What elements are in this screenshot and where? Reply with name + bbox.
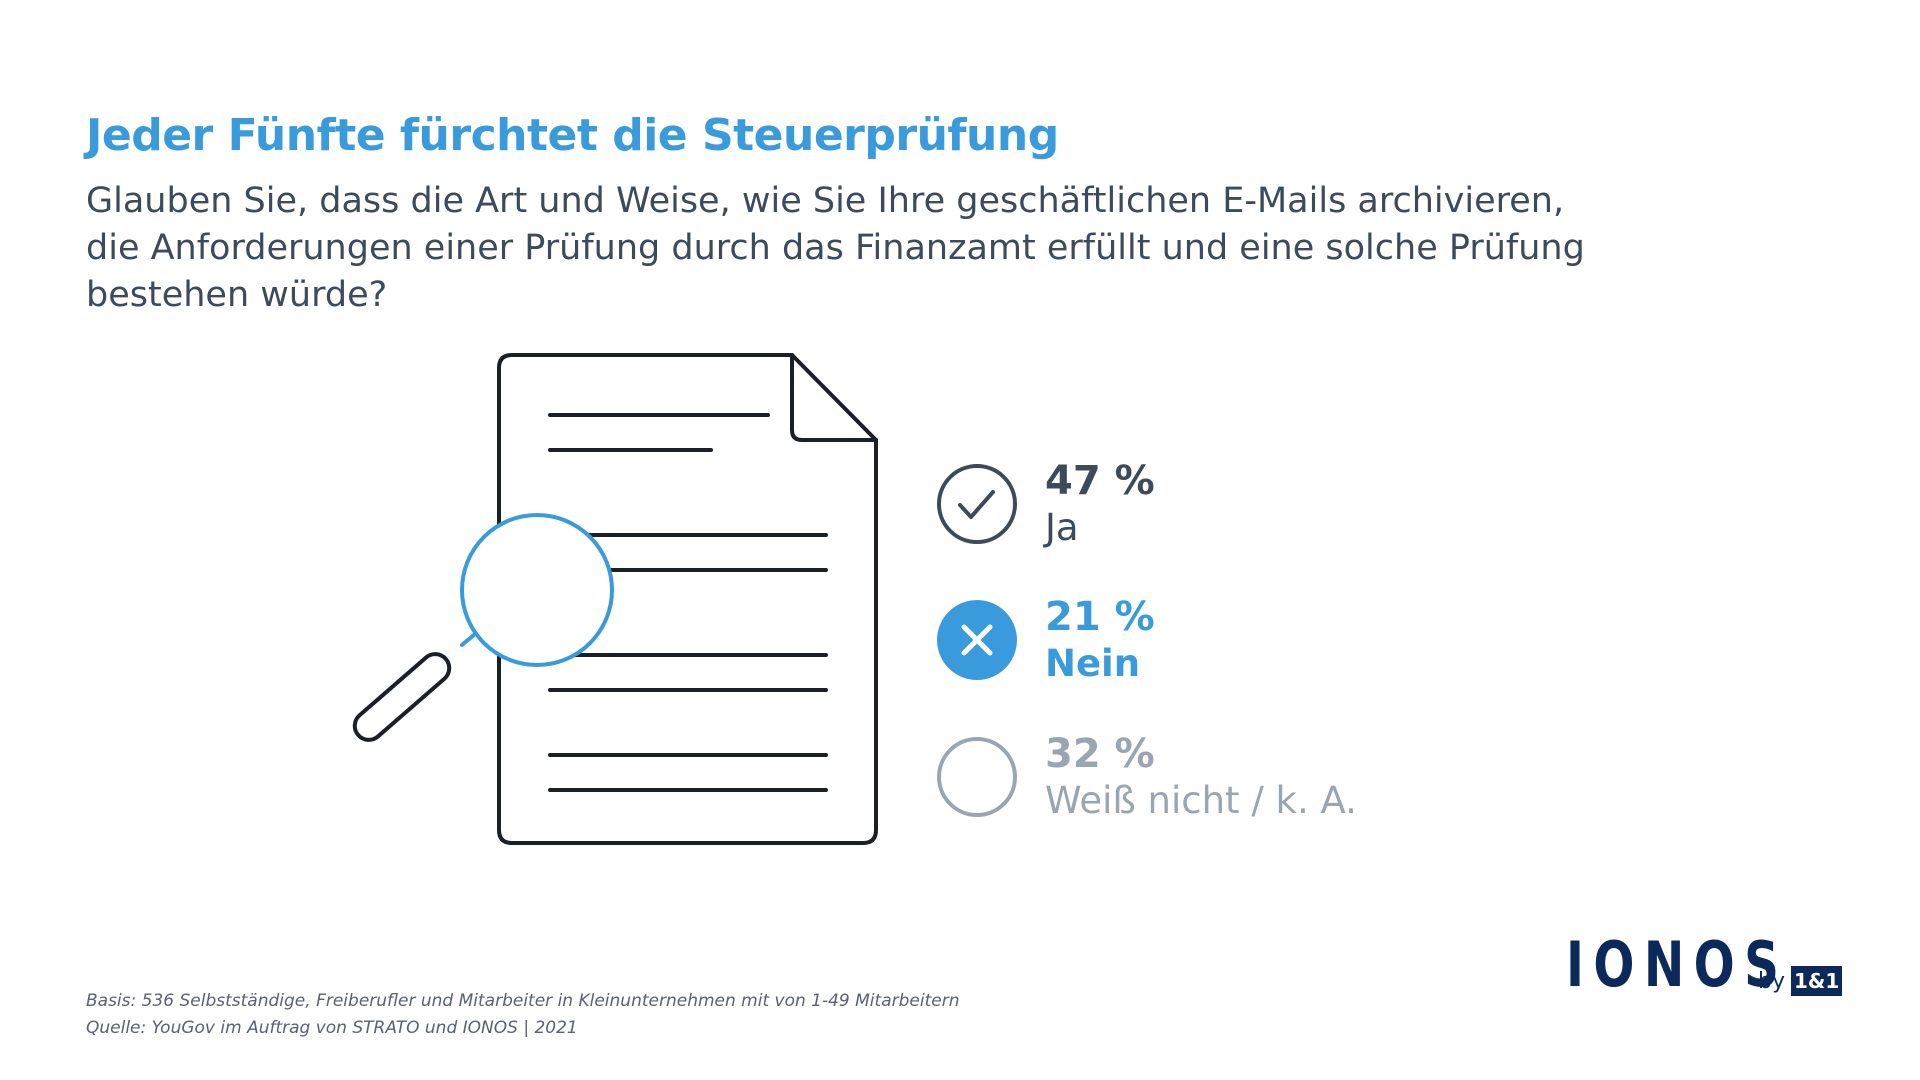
basis-text: Basis: 536 Selbstständige, Freiberufler … (86, 991, 960, 1011)
question-line: Glauben Sie, dass die Art und Weise, wie… (86, 181, 1565, 221)
answer-value: 32 % (1045, 731, 1155, 777)
answer-weiss-nicht: 32 % Weiß nicht / k. A. (935, 731, 1395, 835)
question-line: bestehen würde? (86, 275, 388, 315)
logo-wordmark: IONOS (1566, 928, 1789, 1001)
question-line: die Anforderungen einer Prüfung durch da… (86, 228, 1585, 268)
answer-label: Weiß nicht / k. A. (1045, 779, 1357, 822)
source-note: Basis: 536 Selbstständige, Freiberufler … (86, 988, 959, 1042)
magnifier-icon (352, 513, 614, 742)
empty-circle-icon (937, 737, 1017, 817)
answer-label: Ja (1045, 506, 1079, 549)
answer-nein: 21 % Nein (935, 594, 1395, 698)
answer-ja: 47 % Ja (935, 458, 1395, 562)
answer-label: Nein (1045, 642, 1141, 685)
survey-question: Glauben Sie, dass die Art und Weise, wie… (86, 178, 1646, 319)
ionos-logo: IONOS by 1&1 (1566, 928, 1843, 1001)
chart-title: Jeder Fünfte fürchtet die Steuerprüfung (86, 110, 1059, 161)
x-circle-icon (937, 600, 1017, 680)
document-icon (497, 353, 878, 845)
logo-brand-badge: 1&1 (1790, 966, 1843, 996)
check-circle-icon (937, 464, 1017, 544)
logo-by: by (1758, 969, 1785, 994)
answer-value: 21 % (1045, 594, 1155, 640)
answer-value: 47 % (1045, 458, 1155, 504)
source-text: Quelle: YouGov im Auftrag von STRATO und… (86, 1018, 578, 1038)
